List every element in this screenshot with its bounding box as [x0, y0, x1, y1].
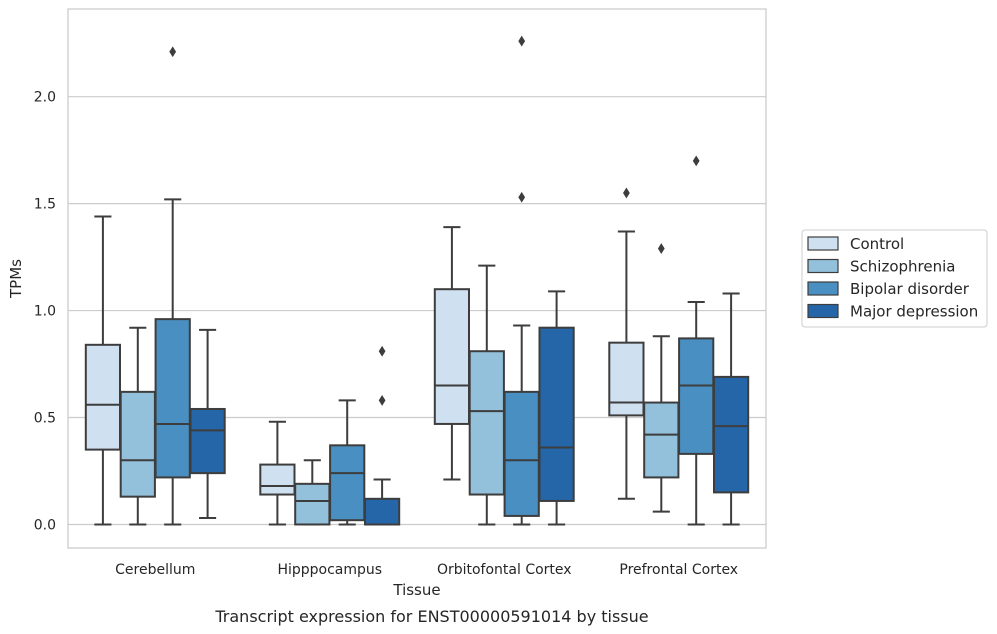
x-tick-labels: Cerebellum Hipppocampus Orbitofontal Corte…	[115, 562, 738, 578]
iqr-box	[363, 497, 401, 526]
chart-caption: Transcript expression for ENST0000059101…	[214, 607, 648, 626]
legend-label: Schizophrenia	[850, 258, 955, 276]
y-tick-label: 1.5	[34, 197, 56, 213]
legend-swatch	[807, 303, 839, 319]
box-control	[259, 420, 296, 526]
boxes	[84, 35, 750, 526]
box-bipolar-disorder	[154, 46, 191, 526]
box-major-depression	[363, 345, 401, 526]
iqr-box	[84, 343, 122, 451]
iqr-box	[259, 463, 296, 496]
outlier-point	[169, 46, 177, 58]
outlier-point	[518, 35, 526, 47]
iqr-box	[503, 390, 540, 517]
legend-item: Bipolar disorder	[807, 280, 970, 298]
iqr-box	[468, 350, 505, 496]
legend-item: Schizophrenia	[807, 258, 955, 276]
y-axis-label: TPMs	[7, 259, 25, 299]
y-tick-label: 1.0	[34, 304, 56, 320]
x-tick-label: Prefrontal Cortex	[619, 562, 738, 578]
legend: Control Schizophrenia Bipolar disorder Majo…	[801, 229, 988, 328]
legend-label: Control	[850, 235, 904, 253]
box-bipolar-disorder	[678, 155, 715, 526]
legend-label: Major depression	[850, 303, 978, 321]
box-schizophrenia	[468, 264, 505, 526]
outlier-point	[623, 187, 630, 199]
box-bipolar-disorder	[503, 35, 540, 526]
box-major-depression	[712, 292, 750, 526]
plot-frame	[67, 8, 767, 549]
outlier-point	[378, 395, 386, 406]
legend-item: Control	[807, 235, 904, 253]
y-tick-labels: 0.0 0.5 1.0 1.5 2.0	[34, 90, 56, 534]
legend-item: Major depression	[807, 303, 978, 321]
iqr-box	[294, 482, 331, 526]
box-schizophrenia	[643, 243, 680, 513]
box-schizophrenia	[294, 459, 331, 526]
legend-swatch	[807, 236, 839, 251]
legend-label: Bipolar disorder	[850, 280, 970, 298]
x-tick-label: Hipppocampus	[277, 562, 382, 578]
iqr-box	[643, 401, 680, 479]
iqr-box	[329, 444, 366, 522]
iqr-box	[154, 318, 191, 479]
legend-swatch	[807, 281, 839, 296]
outlier-point	[378, 345, 386, 357]
x-tick-label: Cerebellum	[115, 562, 195, 578]
x-axis-label: Tissue	[392, 581, 440, 599]
y-tick-label: 0.0	[34, 517, 56, 533]
box-major-depression	[538, 290, 575, 526]
iqr-box	[189, 407, 226, 475]
outlier-point	[518, 191, 526, 203]
legend-swatch	[807, 258, 839, 274]
outlier-point	[657, 243, 665, 254]
iqr-box	[678, 337, 715, 455]
outlier-point	[692, 155, 700, 167]
x-tick-label: Orbitofontal Cortex	[437, 562, 572, 578]
box-control	[84, 215, 122, 526]
legend-frame	[801, 229, 988, 328]
box-control	[608, 187, 645, 500]
iqr-box	[538, 326, 575, 502]
box-major-depression	[189, 328, 226, 520]
iqr-box	[433, 288, 471, 425]
box-schizophrenia	[119, 326, 156, 526]
box-bipolar-disorder	[329, 399, 366, 526]
iqr-box	[712, 375, 750, 494]
y-tick-label: 0.5	[34, 411, 56, 427]
iqr-box	[608, 341, 645, 417]
box-control	[433, 226, 471, 481]
iqr-box	[119, 390, 156, 498]
y-tick-label: 2.0	[34, 90, 56, 106]
